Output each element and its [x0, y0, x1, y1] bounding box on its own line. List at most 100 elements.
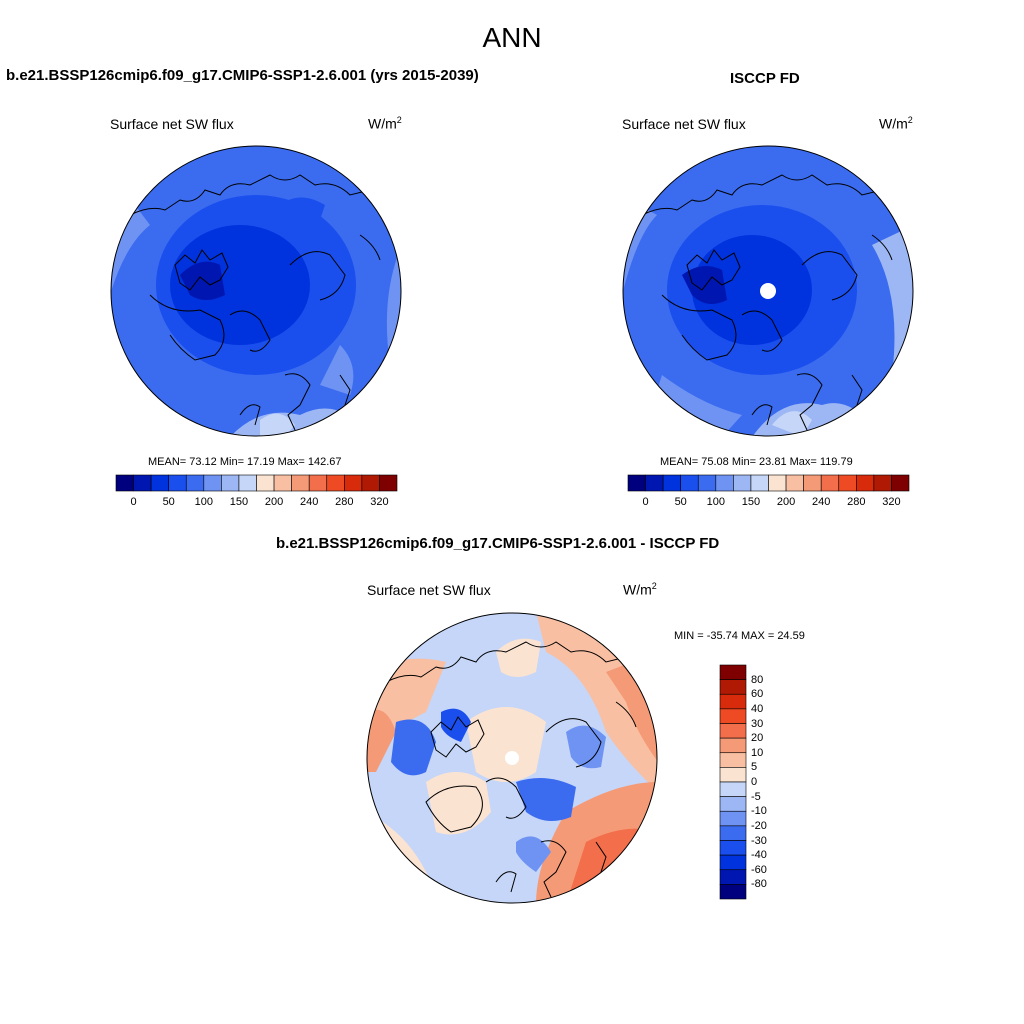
diff-colorbar [719, 664, 747, 900]
obs-colorbar-swatch [803, 474, 822, 492]
model-colorbar-swatch [291, 474, 310, 492]
model-colorbar-labels: 0 50 100 150 200 240 280 320 [116, 496, 397, 510]
model-colorbar-swatch [185, 474, 205, 492]
obs-stats: MEAN= 75.08 Min= 23.81 Max= 119.79 [660, 456, 853, 468]
model-stats: MEAN= 73.12 Min= 17.19 Max= 142.67 [148, 456, 342, 468]
diff-colorbar-swatch [719, 752, 747, 768]
diff-colorbar-labels: 80 60 40 30 20 10 5 0 -5 -10 -20 -30 -40 -60 -80 [751, 665, 791, 899]
obs-colorbar-swatch [750, 474, 769, 492]
diff-colorbar-tick-label: 60 [751, 688, 764, 701]
model-colorbar-tick-label: 280 [335, 496, 354, 508]
obs-colorbar-swatch [838, 474, 857, 492]
model-colorbar-swatch [256, 474, 275, 492]
model-colorbar-swatch [344, 474, 363, 492]
obs-units: W/m2 [879, 115, 913, 132]
model-colorbar-swatch [133, 474, 152, 492]
model-colorbar-swatch [238, 474, 257, 492]
obs-panel-title: ISCCP FD [730, 70, 800, 87]
obs-colorbar-tick-label: 320 [882, 496, 901, 508]
obs-colorbar-tick-label: 50 [674, 496, 687, 508]
model-colorbar-swatch [361, 474, 380, 492]
model-colorbar-tick-label: 320 [370, 496, 389, 508]
diff-colorbar-swatch [719, 679, 747, 695]
diff-stats: MIN = -35.74 MAX = 24.59 [674, 630, 805, 642]
obs-colorbar-swatch [856, 474, 875, 492]
model-colorbar-tick-label: 100 [194, 496, 213, 508]
model-colorbar-swatch [168, 474, 187, 492]
figure-title: ANN [482, 22, 542, 53]
diff-colorbar-tick-label: 40 [751, 702, 764, 715]
diff-colorbar-tick-label: 80 [751, 673, 764, 686]
diff-colorbar-tick-label: 30 [751, 717, 764, 730]
model-variable-label: Surface net SW flux [110, 116, 234, 132]
diff-colorbar-swatch [719, 723, 747, 739]
diff-colorbar-swatch [719, 781, 747, 797]
diff-polar-map [366, 612, 658, 904]
diff-colorbar-tick-label: -5 [751, 790, 761, 803]
model-colorbar-swatch [221, 474, 240, 492]
obs-colorbar-tick-label: 100 [706, 496, 725, 508]
obs-colorbar-swatch [662, 474, 681, 492]
obs-variable-label: Surface net SW flux [622, 116, 746, 132]
obs-colorbar-labels: 0 50 100 150 200 240 280 320 [628, 496, 909, 510]
diff-colorbar-tick-label: -40 [751, 849, 767, 862]
diff-colorbar-swatch [719, 825, 747, 841]
diff-colorbar-swatch [719, 884, 747, 900]
obs-polar-map [622, 145, 914, 437]
obs-colorbar-swatch [715, 474, 734, 492]
obs-colorbar-swatch [645, 474, 664, 492]
model-colorbar-tick-label: 240 [300, 496, 319, 508]
model-panel-title: b.e21.BSSP126cmip6.f09_g17.CMIP6-SSP1-2.… [6, 67, 479, 84]
diff-colorbar-tick-label: -60 [751, 863, 767, 876]
model-colorbar-swatch [273, 474, 292, 492]
diff-colorbar-tick-label: 5 [751, 761, 758, 774]
model-colorbar-swatch [379, 474, 398, 492]
model-colorbar-swatch [203, 474, 222, 492]
diff-panel-title: b.e21.BSSP126cmip6.f09_g17.CMIP6-SSP1-2.… [276, 535, 720, 552]
diff-coastlines [385, 641, 637, 898]
obs-colorbar-tick-label: 150 [741, 496, 761, 508]
obs-colorbar [627, 474, 910, 492]
model-units: W/m2 [368, 115, 402, 132]
diff-colorbar-swatch [719, 854, 747, 871]
model-colorbar-tick-label: 0 [130, 496, 137, 508]
diff-colorbar-swatch [719, 840, 747, 856]
model-colorbar-swatch [115, 474, 134, 492]
obs-colorbar-tick-label: 280 [847, 496, 866, 508]
diff-colorbar-swatch [719, 708, 747, 724]
diff-colorbar-swatch [719, 869, 747, 885]
diff-colorbar-swatch [719, 693, 747, 710]
model-colorbar-swatch [150, 474, 169, 492]
diff-colorbar-tick-label: 10 [751, 746, 764, 759]
obs-colorbar-swatch [627, 474, 646, 492]
diff-colorbar-tick-label: 0 [751, 776, 758, 788]
obs-colorbar-tick-label: 0 [642, 496, 649, 508]
diff-colorbar-swatch [719, 664, 747, 680]
obs-colorbar-swatch [733, 474, 752, 492]
diff-variable-label: Surface net SW flux [367, 582, 491, 598]
obs-colorbar-tick-label: 240 [812, 496, 831, 508]
obs-colorbar-swatch [785, 474, 804, 492]
diff-colorbar-tick-label: -10 [751, 805, 767, 818]
obs-colorbar-swatch [820, 474, 840, 492]
model-colorbar-swatch [308, 474, 328, 492]
diff-colorbar-tick-label: -20 [751, 819, 767, 832]
model-coastlines [129, 174, 381, 431]
obs-colorbar-swatch [697, 474, 717, 492]
model-colorbar-swatch [326, 474, 345, 492]
obs-colorbar-swatch [891, 474, 910, 492]
diff-colorbar-tick-label: -30 [751, 834, 767, 847]
diff-colorbar-swatch [719, 737, 747, 754]
model-colorbar-tick-label: 50 [162, 496, 175, 508]
diff-colorbar-swatch [719, 767, 747, 783]
obs-colorbar-swatch [768, 474, 787, 492]
obs-colorbar-swatch [873, 474, 892, 492]
diff-colorbar-swatch [719, 810, 747, 827]
diff-colorbar-tick-label: 20 [751, 732, 764, 745]
diff-units: W/m2 [623, 581, 657, 598]
obs-coastlines [641, 174, 893, 431]
obs-colorbar-tick-label: 200 [776, 496, 796, 508]
model-colorbar-tick-label: 150 [229, 496, 249, 508]
model-colorbar-tick-label: 200 [264, 496, 284, 508]
model-colorbar [115, 474, 398, 492]
